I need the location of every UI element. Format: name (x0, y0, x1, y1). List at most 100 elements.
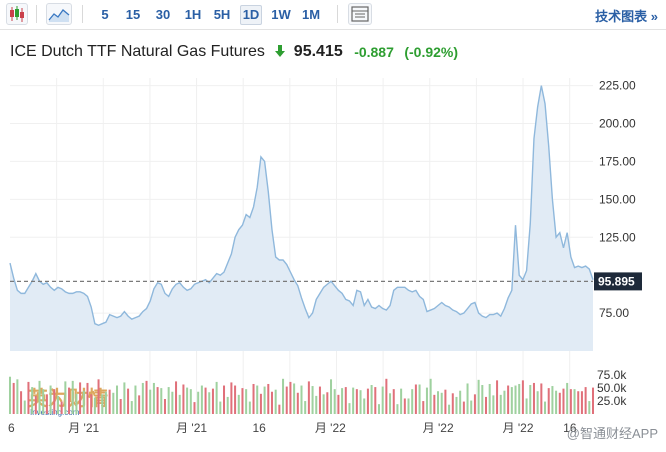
volume-bar (555, 390, 558, 414)
volume-bar (31, 387, 34, 414)
tech-chart-link[interactable]: 技术图表 » (595, 6, 658, 25)
volume-bar (304, 401, 307, 414)
price-area (10, 85, 593, 351)
volume-bar (282, 378, 285, 414)
timeframe-1h[interactable]: 1H (184, 7, 202, 22)
volume-axis-tick-label: 50.0k (597, 381, 627, 395)
volume-bar (56, 395, 59, 414)
volume-bar (573, 389, 576, 414)
area-chart-icon[interactable] (46, 3, 72, 25)
volume-bar (396, 404, 399, 414)
timeframe-1d[interactable]: 1D (240, 5, 262, 25)
volume-bar (75, 393, 78, 414)
volume-bar (156, 387, 159, 414)
volume-bar (127, 388, 130, 414)
last-value-label: 95.895 (598, 274, 635, 288)
volume-bar (163, 398, 166, 414)
volume-bar (315, 395, 318, 414)
volume-bar (193, 402, 196, 414)
timeframe-5h[interactable]: 5H (213, 7, 231, 22)
volume-bar (525, 398, 528, 414)
volume-bar (481, 385, 484, 414)
volume-bar (330, 379, 333, 414)
timeframe-30[interactable]: 30 (155, 7, 171, 22)
timeframe-1w[interactable]: 1W (271, 7, 291, 22)
y-axis-tick-label: 175.00 (599, 154, 636, 168)
candlestick-chart-icon[interactable] (6, 3, 28, 25)
volume-bar (307, 381, 310, 414)
volume-bar (407, 398, 410, 414)
volume-bar (115, 385, 119, 414)
volume-bar (141, 382, 144, 414)
x-axis-tick-label: 月 '21 (176, 421, 207, 435)
volume-bar (569, 389, 572, 414)
volume-bar (189, 389, 192, 414)
last-price: 95.415 (293, 43, 343, 60)
volume-bar (38, 380, 41, 414)
volume-bar (577, 391, 580, 414)
price-line (9, 85, 594, 326)
volume-bar (425, 387, 428, 414)
volume-bar (544, 401, 547, 414)
x-axis-tick-label: 月 '22 (503, 421, 534, 435)
volume-bar (16, 379, 19, 414)
volume-bar (403, 398, 406, 414)
volume-bar (344, 387, 347, 414)
volume-bar (49, 385, 52, 414)
volume-bar (429, 378, 432, 414)
volume-bar (134, 385, 137, 414)
volume-bar (514, 385, 517, 414)
volume-bar (256, 385, 259, 414)
volume-bar (93, 397, 96, 414)
timeframe-15[interactable]: 15 (125, 7, 141, 22)
volume-bar (263, 386, 266, 414)
volume-bar (223, 385, 226, 414)
volume-bar (389, 393, 392, 414)
volume-bar (241, 388, 244, 414)
timeframe-1m[interactable]: 1M (301, 7, 321, 22)
volume-bar (200, 385, 203, 414)
volume-bar (68, 387, 71, 414)
corner-watermark: @智通财经APP (566, 426, 658, 441)
volume-bar (215, 381, 218, 414)
volume-bar (152, 382, 155, 414)
volume-bar (175, 381, 178, 414)
volume-bar (145, 380, 148, 414)
instrument-title: ICE Dutch TTF Natural Gas Futures (10, 43, 265, 60)
volume-bar (433, 394, 436, 414)
volume-bar (259, 393, 262, 414)
volume-bar (119, 398, 122, 414)
volume-bar (591, 387, 595, 414)
volume-bar (400, 388, 403, 414)
volume-bar (385, 378, 388, 414)
volume-bar (566, 382, 569, 414)
volume-bar (444, 389, 447, 414)
y-axis-tick-label: 150.00 (599, 192, 636, 206)
volume-bar (558, 392, 561, 414)
tech-chart-label: 技术图表 (595, 9, 648, 24)
price-change-percent: (-0.92%) (404, 44, 459, 60)
volume-bar (237, 394, 240, 414)
volume-bar (248, 401, 251, 414)
y-axis-tick-label: 225.00 (599, 79, 636, 93)
grid (10, 78, 593, 414)
volume-bar (108, 389, 111, 414)
volume-bar (333, 389, 336, 414)
volume-bar (326, 392, 329, 414)
y-axis-tick-label: 75.00 (599, 306, 629, 320)
volume-bar (267, 383, 270, 414)
timeframe-5[interactable]: 5 (101, 7, 109, 22)
instrument-header: ICE Dutch TTF Natural Gas Futures 95.415… (10, 43, 458, 65)
volume-bar (366, 388, 369, 414)
indicator-panel-icon[interactable] (348, 3, 372, 25)
volume-bar (197, 391, 200, 414)
volume-bar (374, 387, 377, 414)
volume-bar (149, 389, 152, 414)
volume-bar (352, 387, 355, 414)
price-chart[interactable]: 95.895 225.00 200.00 175.00 150.00 125.00 75.0… (0, 70, 666, 452)
volume-bar (123, 382, 126, 414)
volume-bar (112, 392, 115, 414)
volume-bar (496, 380, 499, 414)
volume-bar (86, 382, 89, 414)
volume-bar (521, 380, 524, 414)
